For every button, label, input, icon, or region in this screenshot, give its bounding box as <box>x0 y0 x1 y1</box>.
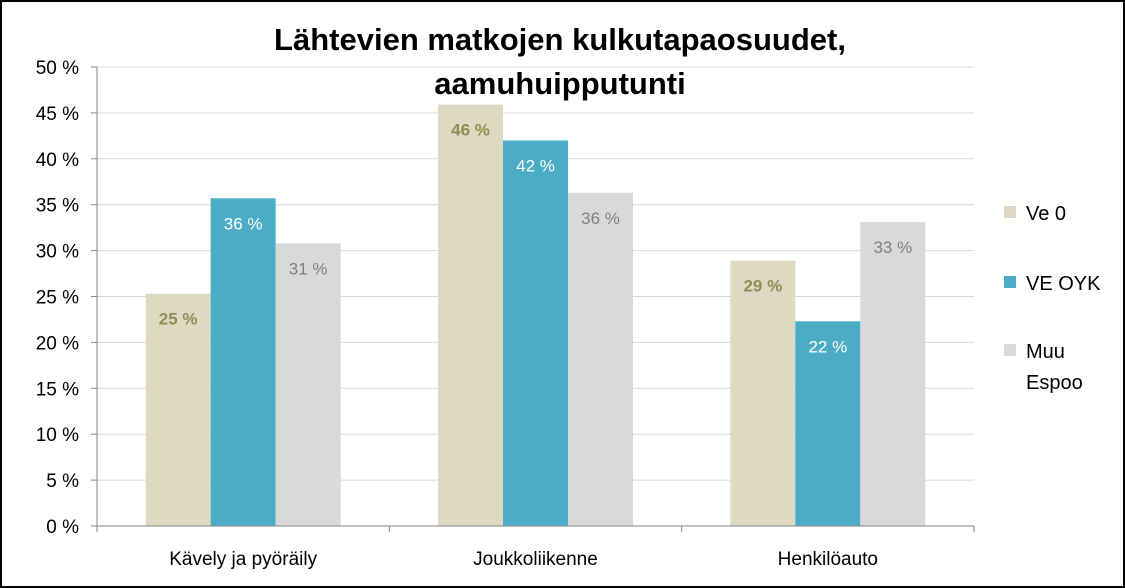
y-tick-label: 40 % <box>36 150 79 171</box>
bar <box>275 243 341 527</box>
category-label: Joukkoliikenne <box>473 549 598 570</box>
data-label: 31 % <box>289 259 328 278</box>
legend-swatch <box>1004 344 1016 356</box>
data-label: 36 % <box>581 209 620 228</box>
chart-title-line-2: aamuhuipputunti <box>434 66 685 101</box>
y-tick-label: 25 % <box>36 288 79 309</box>
y-tick-label: 10 % <box>36 425 79 446</box>
bar <box>438 104 503 526</box>
legend-swatch <box>1004 206 1016 218</box>
data-label: 25 % <box>159 310 198 329</box>
data-label: 36 % <box>224 214 263 233</box>
category-label: Henkilöauto <box>778 549 878 570</box>
data-label: 22 % <box>808 337 847 356</box>
legend: Ve 0 VE OYK Muu Espoo <box>1004 203 1101 394</box>
data-label: 29 % <box>743 277 782 296</box>
y-axis-ticks: 0 % 5 % 10 % 15 % 20 % 25 % 30 % 35 % 40 % 45 % 50… <box>36 58 97 538</box>
bar <box>503 140 568 526</box>
legend-label: Ve 0 <box>1026 203 1066 225</box>
y-tick-label: 35 % <box>36 196 79 217</box>
data-label: 33 % <box>873 238 912 257</box>
y-tick-label: 50 % <box>36 58 79 79</box>
legend-label: Muu <box>1026 341 1065 363</box>
data-label: 46 % <box>451 121 490 140</box>
chart-title-line-1: Lähtevien matkojen kulkutapaosuudet, <box>274 22 846 57</box>
x-axis: Kävely ja pyöräily Joukkoliikenne Henkilöa… <box>96 67 975 570</box>
category-label: Kävely ja pyöräily <box>169 549 317 570</box>
bars: 25 % 36 % 31 % 46 % 42 % 36 % 29 % 22 % 33 % <box>145 104 926 527</box>
y-tick-label: 45 % <box>36 104 79 125</box>
bar <box>730 260 796 526</box>
legend-label: VE OYK <box>1026 273 1101 295</box>
data-label: 42 % <box>516 156 555 175</box>
bar <box>568 192 633 527</box>
y-tick-label: 15 % <box>36 379 79 400</box>
y-tick-label: 5 % <box>46 471 79 492</box>
bar <box>795 321 861 526</box>
legend-label: Espoo <box>1026 372 1083 394</box>
bar <box>145 293 211 526</box>
y-tick-label: 20 % <box>36 333 79 354</box>
y-tick-label: 30 % <box>36 242 79 263</box>
bar <box>210 198 276 527</box>
legend-swatch <box>1004 276 1016 288</box>
y-tick-label: 0 % <box>46 517 79 538</box>
bar <box>860 222 926 526</box>
